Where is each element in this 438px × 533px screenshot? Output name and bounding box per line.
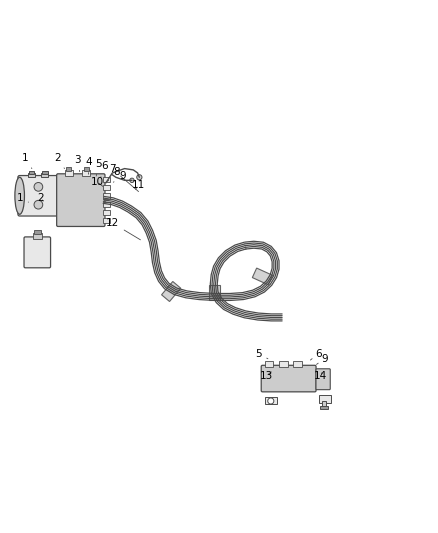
Bar (162, 281, 181, 302)
Bar (293, 360, 302, 367)
FancyBboxPatch shape (18, 175, 64, 216)
Text: 3: 3 (74, 155, 81, 172)
Ellipse shape (15, 177, 25, 214)
Text: 9: 9 (317, 354, 328, 365)
Bar (265, 397, 277, 405)
Text: 5: 5 (95, 159, 101, 176)
Bar (103, 218, 110, 223)
FancyBboxPatch shape (57, 174, 105, 227)
Bar (42, 171, 47, 174)
Bar (252, 268, 272, 285)
Bar (84, 167, 89, 171)
Bar (103, 177, 110, 182)
Bar (103, 185, 110, 190)
FancyBboxPatch shape (316, 369, 330, 390)
Text: 2: 2 (55, 152, 64, 168)
Bar (32, 233, 42, 239)
Circle shape (130, 178, 134, 182)
Text: 6: 6 (311, 349, 321, 360)
Bar (65, 170, 73, 176)
FancyBboxPatch shape (261, 365, 316, 392)
Bar (209, 285, 220, 301)
Text: 10: 10 (91, 176, 104, 187)
Bar (66, 167, 71, 171)
Bar (103, 201, 110, 207)
Bar (320, 406, 328, 409)
Text: 5: 5 (255, 349, 268, 359)
Text: 1: 1 (16, 193, 28, 203)
Bar (103, 193, 110, 199)
Text: 12: 12 (106, 218, 141, 240)
Text: 14: 14 (313, 371, 327, 381)
Bar (279, 360, 288, 367)
Circle shape (268, 398, 274, 404)
Bar (103, 210, 110, 215)
Bar (29, 171, 35, 174)
Text: 13: 13 (259, 371, 272, 381)
Circle shape (137, 175, 142, 180)
Circle shape (34, 182, 43, 191)
Bar (319, 395, 331, 403)
Text: 2: 2 (37, 193, 44, 203)
Bar (265, 360, 273, 367)
Text: 11: 11 (132, 180, 145, 190)
Bar (28, 173, 35, 177)
Bar (322, 401, 326, 408)
Bar (34, 230, 41, 234)
Text: 8: 8 (108, 167, 120, 181)
Text: 6: 6 (101, 161, 108, 177)
Circle shape (34, 200, 43, 209)
Text: 1: 1 (22, 152, 32, 168)
Bar (82, 170, 90, 176)
FancyBboxPatch shape (24, 237, 50, 268)
Text: 7: 7 (109, 164, 138, 191)
Text: 4: 4 (85, 157, 92, 174)
Bar (42, 173, 48, 177)
Text: 9: 9 (113, 171, 126, 182)
